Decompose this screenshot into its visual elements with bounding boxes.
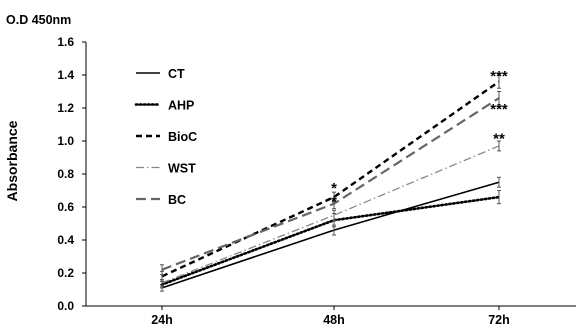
- significance-annotations: **********: [331, 68, 508, 210]
- legend-item-ct: CT: [136, 67, 185, 81]
- significance-marker: **: [493, 131, 505, 148]
- y-tick-label: 0.4: [57, 233, 74, 247]
- x-tick-label: 24h: [151, 313, 173, 327]
- x-tick-label: 48h: [323, 313, 345, 327]
- y-tick-label: 0.2: [57, 266, 74, 280]
- y-axis-title: Absorbance: [4, 120, 20, 201]
- legend: CT AHP BioC WST BC: [134, 67, 197, 207]
- unit-label: O.D 450nm: [6, 13, 71, 27]
- series-layer: [160, 74, 501, 292]
- series-bc: [160, 91, 501, 276]
- y-tick-label: 0.0: [57, 299, 74, 313]
- significance-marker: ***: [490, 101, 508, 118]
- legend-label: CT: [168, 67, 185, 81]
- significance-marker: ***: [490, 68, 508, 85]
- y-tick-label: 0.8: [57, 167, 74, 181]
- series-wst: [160, 140, 501, 287]
- legend-label: BioC: [168, 130, 197, 144]
- y-tick-label: 0.6: [57, 200, 74, 214]
- y-tick-label: 1.6: [57, 35, 74, 49]
- x-axis-ticks: 24h 48h 72h: [151, 306, 510, 327]
- legend-label: WST: [168, 162, 196, 176]
- series-line: [161, 80, 500, 278]
- legend-item-bioc: BioC: [136, 130, 197, 144]
- series-line: [161, 145, 500, 284]
- y-tick-label: 1.2: [57, 101, 74, 115]
- y-tick-label: 1.0: [57, 134, 74, 148]
- y-axis-ticks: 0.0 0.2 0.4 0.6 0.8 1.0 1.2 1.4 1.6: [57, 35, 86, 313]
- x-tick-label: 72h: [488, 313, 510, 327]
- legend-item-bc: BC: [136, 193, 186, 207]
- significance-marker: *: [331, 180, 337, 197]
- significance-marker: *: [331, 193, 337, 210]
- legend-item-wst: WST: [136, 162, 196, 176]
- legend-item-ahp: AHP: [134, 99, 194, 113]
- legend-label: BC: [168, 193, 186, 207]
- legend-label: AHP: [168, 99, 194, 113]
- y-tick-label: 1.4: [57, 68, 74, 82]
